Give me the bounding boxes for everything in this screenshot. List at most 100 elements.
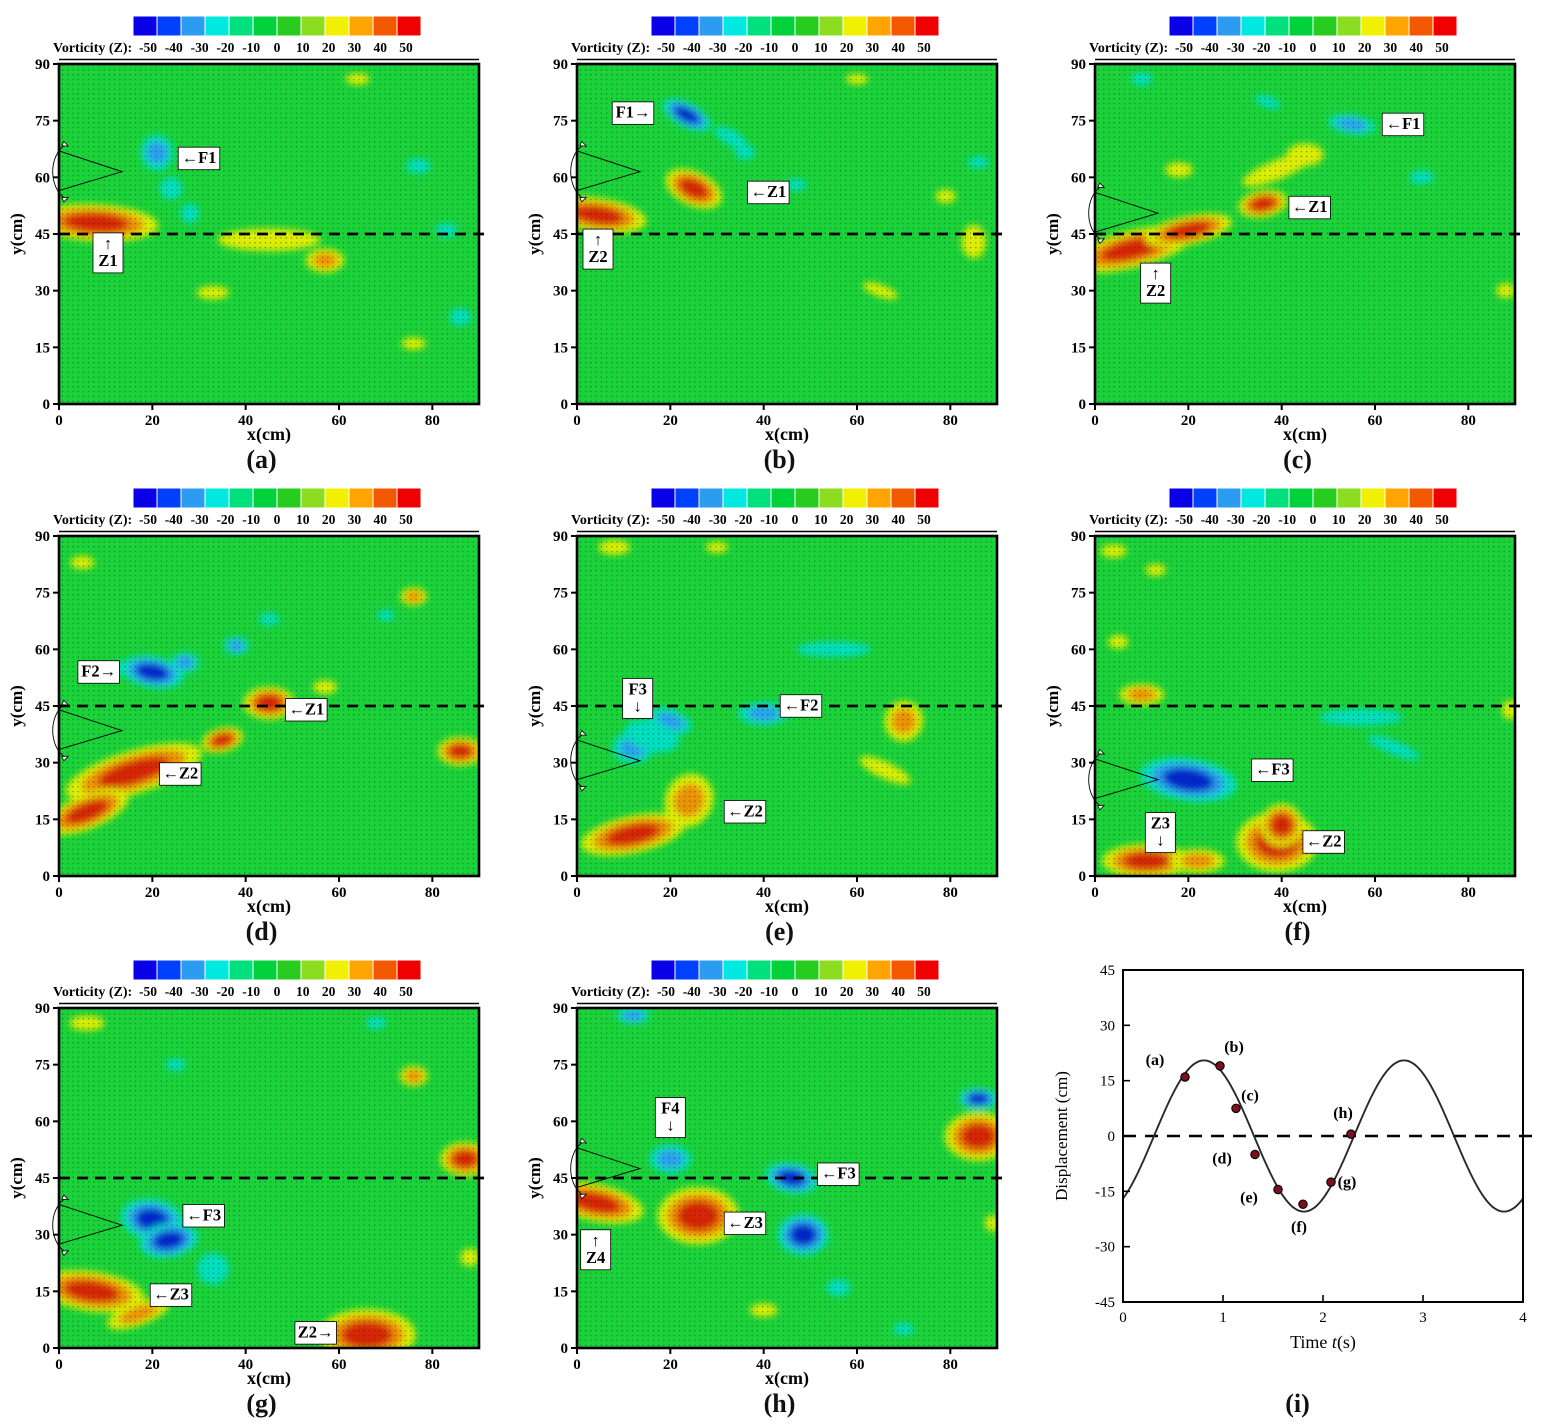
x-axis-title: x(cm) (765, 896, 809, 917)
annotation-label: ←Z1 (750, 182, 786, 201)
y-tick-label: 30 (35, 756, 50, 772)
y-tick-label: 60 (553, 1114, 568, 1130)
y-tick-label: 30 (1071, 284, 1086, 300)
colorbar-title: Vorticity (Z): (1089, 41, 1168, 56)
caption-c: (c) (1283, 445, 1312, 474)
colorbar-tick-label: -10 (242, 984, 260, 999)
caption-e: (e) (765, 917, 794, 946)
colorbar-tick-label: 30 (866, 512, 880, 527)
colorbar-tick-label: -40 (1201, 40, 1219, 55)
y-tick-label: 45 (35, 227, 50, 243)
colorbar-tick-label: -10 (760, 40, 778, 55)
panel-h-cell: Vorticity (Z): -50 -40 -30 -20 -10 0 10 20 30 40 50… (527, 950, 1032, 1420)
y-tick-label: 90 (1071, 57, 1086, 73)
colorbar-tick-label: -30 (1227, 512, 1245, 527)
annotation-box: ←Z2 (1302, 830, 1345, 854)
y-tick-label: 30 (35, 284, 50, 300)
colorbar-tick-label: 50 (917, 512, 931, 527)
point-marker (1326, 1177, 1336, 1187)
y-tick-label: 45 (35, 699, 50, 715)
y-tick-label: 90 (1071, 529, 1086, 545)
colorbar-tick-label: 50 (1435, 512, 1449, 527)
colorbar-tick-label: -10 (242, 512, 260, 527)
y-axis-title: y(cm) (9, 1157, 26, 1199)
axes: 0 15 30 45 60 75 90 0 20 40 60 80 x(cm) y(cm) (9, 57, 481, 445)
colorbar-tick-label: 20 (1358, 40, 1372, 55)
colorbar-tick-label: -40 (683, 40, 701, 55)
x-tick-label: 40 (756, 885, 771, 901)
annotation-label: ↑ (1152, 264, 1160, 283)
colorbar-tick-label: -40 (165, 40, 183, 55)
x-tick-label: 60 (850, 885, 865, 901)
colorbar-tick-label: 10 (1332, 40, 1346, 55)
y-tick-label: 75 (1071, 114, 1086, 130)
axes: 0 15 30 45 60 75 90 0 20 40 60 80 x(cm) y(cm) (527, 57, 999, 445)
x-tick-label: 40 (1274, 413, 1289, 429)
y-tick-label: 60 (553, 170, 568, 186)
vorticity-plot-h: Vorticity (Z): -50 -40 -30 -20 -10 0 10 20 30 40 50… (527, 959, 1005, 1389)
x-tick-label: 20 (145, 885, 160, 901)
y-tick-label: 90 (553, 1001, 568, 1017)
flapper-icon (570, 140, 642, 203)
colorbar-tick-label: 40 (373, 512, 387, 527)
y-axis-title: y(cm) (527, 685, 544, 727)
x-tick-label: 0 (1091, 885, 1099, 901)
y-tick-label: 0 (561, 869, 569, 885)
annotation-box: F2→ (77, 660, 120, 684)
annotation-box: ←Z3 (723, 1211, 767, 1235)
x-axis-title: Time t(s) (1290, 1332, 1356, 1353)
annotation-label: Z1 (98, 251, 117, 270)
colorbar-tick-label: 10 (814, 512, 828, 527)
annotation-box: ←F3 (817, 1162, 860, 1186)
vorticity-plot-b: Vorticity (Z): -50 -40 -30 -20 -10 0 10 20 30 40 50… (527, 15, 1005, 445)
annotation-box: ←F3 (1251, 758, 1294, 782)
colorbar-tick-label: -40 (1201, 512, 1219, 527)
flapper-icon (52, 1194, 124, 1257)
flapper-icon (570, 729, 642, 792)
colorbar-tick-label: 0 (1310, 512, 1317, 527)
x-tick-label: 80 (943, 1357, 958, 1373)
x-tick-label: 40 (238, 885, 253, 901)
annotation-box: F3↓ (622, 678, 654, 719)
y-tick-label: 75 (35, 1058, 50, 1074)
annotation-label: ←Z2 (162, 764, 198, 783)
x-tick-label: 80 (425, 1357, 440, 1373)
x-tick-label: 0 (55, 1357, 63, 1373)
x-tick-label: 4 (1519, 1310, 1527, 1326)
displacement-chart: (a)(b)(c)(d)(e)(f)(g)(h)-45-30-150153045… (1052, 963, 1533, 1353)
y-tick-label: 90 (553, 529, 568, 545)
y-axis-title: y(cm) (1045, 213, 1062, 255)
y-tick-label: 0 (561, 397, 569, 413)
y-tick-label: 45 (1071, 699, 1086, 715)
colorbar-tick-label: -10 (1278, 512, 1296, 527)
x-tick-label: 40 (756, 1357, 771, 1373)
x-axis-title: x(cm) (1283, 896, 1327, 917)
x-axis-title: x(cm) (765, 424, 809, 445)
x-tick-label: 60 (1368, 413, 1383, 429)
y-tick-label: 30 (1071, 756, 1086, 772)
annotation-box: ↑Z2 (582, 228, 614, 270)
panel-f-cell: Vorticity (Z): -50 -40 -30 -20 -10 0 10 20 30 40 50… (1045, 478, 1550, 948)
colorbar-tick-label: 40 (891, 512, 905, 527)
annotation-label: ←Z1 (1292, 197, 1328, 216)
annotation-label: ↑ (592, 1231, 600, 1250)
y-tick-label: 0 (43, 1341, 51, 1357)
colorbar-tick-label: 30 (348, 984, 362, 999)
annotation-box: ←Z2 (159, 762, 202, 786)
x-tick-label: 40 (756, 413, 771, 429)
y-tick-label: 75 (553, 586, 568, 602)
point-label: (e) (1240, 1189, 1258, 1206)
y-tick-label: 75 (1071, 586, 1086, 602)
colorbar-tick-label: -10 (760, 512, 778, 527)
annotation-box: ↑Z4 (580, 1229, 612, 1271)
x-tick-label: 20 (1181, 885, 1196, 901)
panel-a-cell: Vorticity (Z): -50 -40 -30 -20 -10 0 10 20 30 40 50… (9, 6, 514, 476)
y-tick-label: 0 (1079, 397, 1087, 413)
colorbar-tick-label: 10 (296, 40, 310, 55)
annotation-label: Z4 (586, 1248, 605, 1267)
annotation-label: F1→ (616, 103, 651, 122)
annotation-label: ←F3 (1255, 760, 1290, 779)
y-tick-label: 90 (553, 57, 568, 73)
colorbar-tick-label: 40 (373, 40, 387, 55)
